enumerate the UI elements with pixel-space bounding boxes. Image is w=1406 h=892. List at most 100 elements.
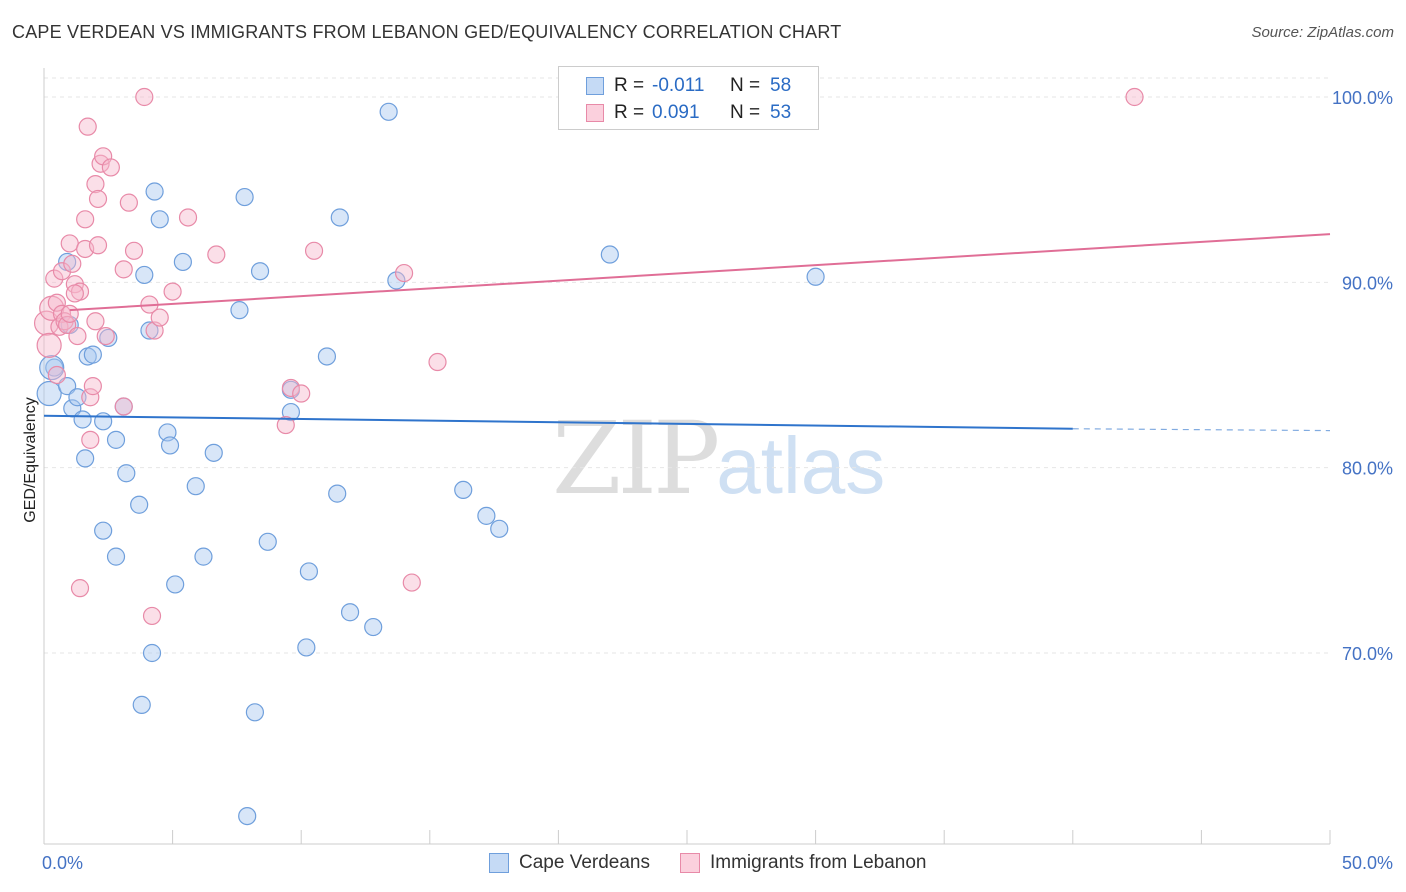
lebanon-point	[65, 284, 84, 303]
lebanon-point	[304, 241, 324, 260]
cape-verdean-point	[130, 495, 149, 514]
cape-verdean-point	[299, 562, 319, 581]
legend-item-cape-verdeans[interactable]: Cape Verdeans	[489, 852, 650, 874]
lebanon-point	[60, 304, 79, 323]
lebanon-point	[52, 304, 72, 323]
legend-swatch-blue	[586, 77, 604, 95]
legend-n-value: 58	[770, 75, 792, 96]
lebanon-point	[88, 236, 108, 255]
series-legend: Cape Verdeans Immigrants from Lebanon	[489, 852, 957, 874]
legend-label: Cape Verdeans	[519, 852, 650, 873]
lebanon-point	[96, 326, 115, 346]
lebanon-point	[281, 378, 301, 398]
cape-verdean-point	[76, 449, 95, 468]
cape-verdean-point	[204, 443, 223, 462]
cape-verdean-point	[235, 187, 254, 207]
cape-verdean-point	[73, 410, 92, 429]
cape-verdean-trend-line	[43, 414, 1073, 430]
y-tick-label: 90.0%	[1342, 273, 1393, 293]
lebanon-point	[276, 415, 295, 435]
cape-verdean-point	[94, 521, 113, 540]
cape-verdean-point	[600, 245, 619, 264]
cape-verdean-point	[194, 547, 213, 566]
lebanon-point	[402, 573, 421, 592]
cape-verdean-point	[58, 377, 77, 396]
lebanon-point	[78, 117, 97, 136]
lebanon-point	[47, 365, 66, 385]
lebanon-point	[63, 254, 82, 273]
lebanon-point	[70, 579, 90, 598]
legend-n-value: 53	[770, 102, 792, 123]
y-tick-label: 80.0%	[1342, 459, 1393, 479]
lebanon-point	[36, 332, 62, 358]
cape-verdean-point	[230, 301, 249, 320]
lebanon-point	[83, 377, 102, 396]
cape-verdean-point	[106, 430, 126, 449]
cape-verdean-point	[806, 267, 825, 286]
cape-verdean-point	[94, 412, 113, 431]
lebanon-point	[101, 158, 120, 177]
lebanon-point	[150, 308, 169, 327]
lebanon-point	[1125, 87, 1144, 107]
source-label: Source: ZipAtlas.com	[1251, 24, 1394, 41]
legend-label: Immigrants from Lebanon	[710, 852, 927, 873]
cape-verdean-point	[387, 271, 406, 290]
cape-verdean-point	[477, 506, 496, 525]
cape-verdean-point	[36, 380, 62, 407]
cape-verdean-point	[166, 575, 185, 594]
legend-swatch-pink	[586, 104, 604, 122]
legend-n-label: N =	[730, 75, 761, 96]
x-tick-label: 0.0%	[42, 853, 83, 873]
lebanon-point	[142, 606, 162, 626]
legend-row-lebanon: R = 0.091 N = 53	[559, 100, 791, 126]
cape-verdean-point	[186, 477, 205, 496]
lebanon-point	[124, 241, 144, 260]
lebanon-point	[81, 430, 100, 449]
cape-verdean-point	[454, 480, 473, 500]
lebanon-point	[207, 245, 226, 264]
cape-verdean-point	[45, 358, 64, 377]
tick-labels: 70.0% 80.0% 90.0% 100.0% 0.0% 50.0% GED/Equiva…	[22, 88, 1393, 873]
lebanon-point	[88, 189, 108, 209]
legend-swatch-blue	[489, 853, 509, 873]
cape-verdean-point	[150, 210, 169, 229]
lebanon-point	[178, 208, 198, 227]
cape-verdean-point	[173, 252, 192, 272]
cape-verdean-point	[106, 547, 126, 566]
lebanon-point	[114, 260, 133, 279]
cape-verdean-point	[99, 328, 118, 348]
lebanon-point	[86, 312, 105, 331]
cape-verdean-point	[330, 208, 349, 227]
cape-verdean-point	[245, 703, 265, 722]
cape-verdean-point	[117, 464, 136, 483]
cape-verdean-point	[490, 519, 509, 538]
cape-verdean-point	[145, 182, 164, 201]
cape-verdean-point	[68, 388, 87, 407]
lebanon-point	[45, 269, 64, 288]
watermark: ZIPatlas	[552, 400, 885, 517]
lebanon-point	[60, 234, 79, 253]
x-tick-label: 50.0%	[1342, 853, 1393, 873]
correlation-legend: R = -0.011 N = 58 R = 0.091 N = 53	[558, 66, 819, 130]
lebanon-point	[114, 397, 133, 416]
cape-verdean-point	[258, 532, 277, 551]
lebanon-point	[47, 293, 66, 312]
legend-swatch-pink	[680, 853, 700, 873]
cape-verdean-point	[328, 484, 347, 503]
legend-item-lebanon[interactable]: Immigrants from Lebanon	[680, 852, 927, 874]
y-tick-label: 70.0%	[1342, 644, 1393, 664]
lebanon-point	[76, 210, 95, 229]
lebanon-trend-line	[69, 233, 1331, 312]
legend-r-value: -0.011	[652, 75, 705, 96]
legend-r-label: R =	[614, 75, 645, 96]
cape-verdean-point	[379, 102, 398, 121]
legend-row-cape-verdeans: R = -0.011 N = 58	[559, 73, 791, 99]
cape-verdean-point	[238, 806, 257, 826]
y-axis-label: GED/Equivalency	[22, 397, 39, 522]
lebanon-point	[135, 87, 154, 107]
chart-title: CAPE VERDEAN VS IMMIGRANTS FROM LEBANON …	[12, 22, 842, 42]
cape-verdean-trend-extension	[1072, 428, 1331, 432]
watermark-zip: ZIP	[552, 400, 720, 517]
cape-verdean-point	[317, 347, 337, 366]
